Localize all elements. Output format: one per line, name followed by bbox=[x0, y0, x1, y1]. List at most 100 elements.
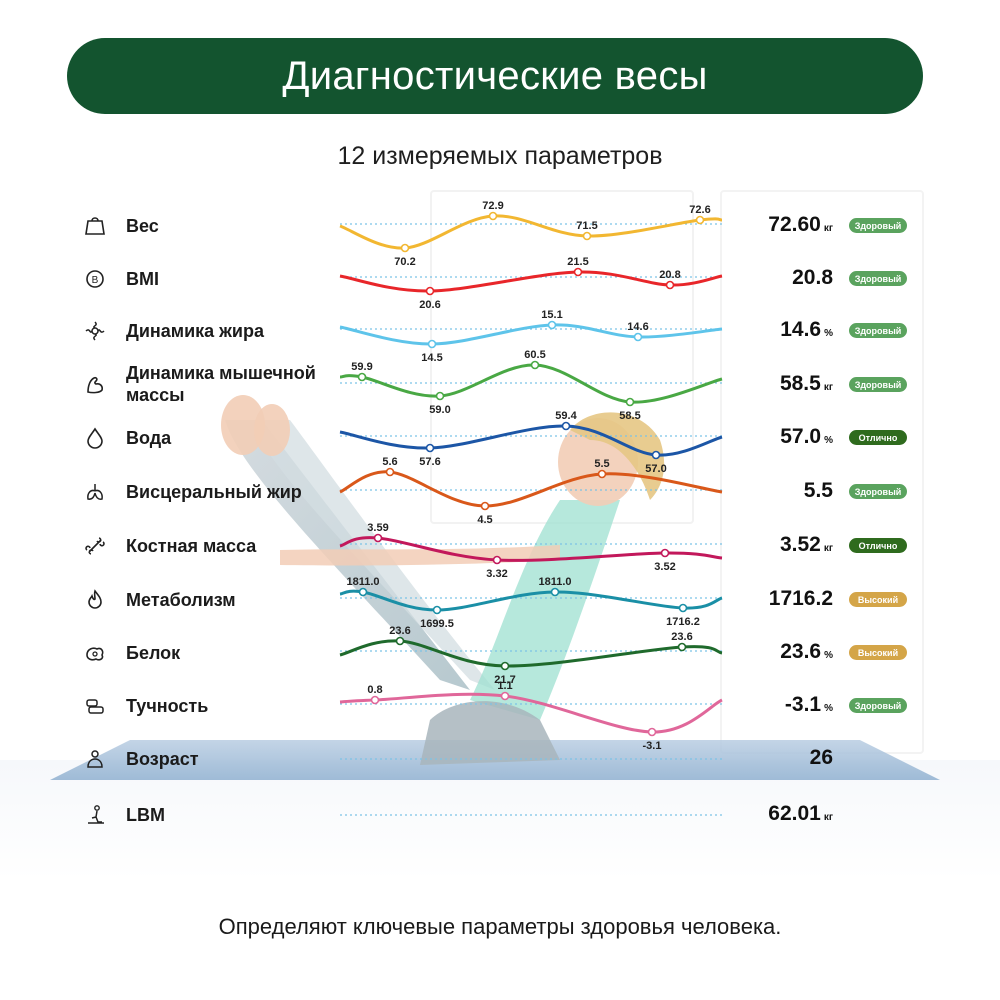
metabolism-icon bbox=[84, 589, 106, 611]
metric-row: Костная масса 3.52 кг Отлично bbox=[0, 521, 1000, 571]
curve-point-label: 59.4 bbox=[555, 410, 577, 422]
curve-point-label: 14.5 bbox=[421, 352, 442, 364]
obesity-icon bbox=[84, 695, 106, 717]
curve-point bbox=[561, 421, 571, 431]
metric-unit: кг bbox=[823, 382, 833, 393]
curve-point-label: 58.5 bbox=[619, 410, 640, 422]
metric-value: 5.5 bbox=[730, 479, 833, 503]
curve-point bbox=[400, 243, 410, 253]
metric-label: Белок bbox=[126, 643, 181, 663]
metric-row: Вода 57.0% Отлично bbox=[0, 413, 1000, 463]
status-badge: Отлично bbox=[849, 538, 907, 553]
curve-point-label: 21.7 bbox=[494, 674, 515, 686]
metric-value-number: 62.01 bbox=[768, 802, 821, 825]
curve-point bbox=[500, 661, 510, 671]
status-badge: Здоровый bbox=[849, 698, 907, 713]
metric-label: Костная масса bbox=[126, 536, 257, 556]
curve-point bbox=[550, 587, 560, 597]
curve-point-label: 59.9 bbox=[351, 361, 372, 373]
curve-point-label: 1.1 bbox=[497, 680, 512, 692]
metric-curve bbox=[339, 470, 723, 508]
metric-unit: % bbox=[824, 328, 833, 339]
metric-label: Метаболизм bbox=[126, 590, 236, 610]
weight-icon bbox=[84, 215, 106, 237]
curve-point bbox=[358, 587, 368, 597]
protein-icon bbox=[84, 642, 106, 664]
curve-point-label: 0.8 bbox=[367, 684, 382, 696]
curve-point bbox=[435, 391, 445, 401]
curve-point-label: 1716.2 bbox=[666, 616, 700, 628]
curve-point-label: 5.5 bbox=[594, 458, 609, 470]
curve-point bbox=[633, 332, 643, 342]
curve-point bbox=[500, 691, 510, 701]
muscle-icon bbox=[84, 374, 106, 396]
metric-value-number: 1716.2 bbox=[768, 587, 833, 610]
metric-row: Возраст 26 bbox=[0, 734, 1000, 784]
metric-label: Динамика мышечной массы bbox=[126, 363, 316, 405]
metric-value: 1716.2 bbox=[730, 587, 833, 611]
background-floor bbox=[0, 760, 1000, 880]
curve-point-label: 1811.0 bbox=[538, 576, 571, 588]
curve-point-label: 70.2 bbox=[394, 256, 415, 268]
curve-point bbox=[425, 286, 435, 296]
curve-point-label: 5.6 bbox=[382, 456, 397, 468]
metric-row: Динамика мышечной массы 58.5 кг Здоровый bbox=[0, 360, 1000, 410]
curve-point bbox=[357, 372, 367, 382]
curve-point-label: 57.6 bbox=[419, 456, 440, 468]
curve-point bbox=[395, 636, 405, 646]
curve-point bbox=[695, 215, 705, 225]
metric-curve bbox=[339, 692, 723, 734]
metric-unit: % bbox=[824, 703, 833, 714]
curve-point-label: 23.6 bbox=[671, 631, 692, 643]
curve-point-label: 57.0 bbox=[645, 463, 666, 475]
status-badge: Здоровый bbox=[849, 323, 907, 338]
metric-value: 20.8 bbox=[730, 266, 833, 290]
metric-value: 3.52 кг bbox=[730, 533, 833, 557]
metric-row: Вес 72.60 кг Здоровый bbox=[0, 201, 1000, 251]
curve-point-label: 15.1 bbox=[541, 309, 562, 321]
metric-row: Белок 23.6% Высокий bbox=[0, 628, 1000, 678]
status-badge: Здоровый bbox=[849, 271, 907, 286]
curve-point bbox=[432, 605, 442, 615]
curve-point-label: 23.6 bbox=[389, 625, 410, 637]
metric-unit: % bbox=[824, 435, 833, 446]
curve-point-label: 20.8 bbox=[659, 269, 680, 281]
metric-row: Тучность -3.1% Здоровый bbox=[0, 681, 1000, 731]
metric-row: B BMI 20.8 Здоровый bbox=[0, 254, 1000, 304]
metric-row: Висцеральный жир 5.5 Здоровый bbox=[0, 467, 1000, 517]
metric-unit: кг bbox=[823, 812, 833, 823]
water-icon bbox=[84, 427, 106, 449]
age-icon bbox=[84, 748, 106, 770]
curve-point-label: 72.6 bbox=[689, 204, 710, 216]
metric-value-number: 72.60 bbox=[768, 213, 821, 236]
curve-point-label: 1811.0 bbox=[346, 576, 379, 588]
curve-point bbox=[647, 727, 657, 737]
metric-value-number: 20.8 bbox=[792, 266, 833, 289]
curve-point bbox=[373, 533, 383, 543]
curve-point bbox=[582, 231, 592, 241]
status-badge: Высокий bbox=[849, 592, 907, 607]
curve-point bbox=[547, 320, 557, 330]
status-badge: Здоровый bbox=[849, 377, 907, 392]
curve-point bbox=[677, 642, 687, 652]
metric-value: 62.01 кг bbox=[730, 802, 833, 826]
curve-point bbox=[492, 555, 502, 565]
curve-point-label: 3.32 bbox=[486, 568, 507, 580]
lbm-icon bbox=[84, 804, 106, 826]
metric-value: 23.6% bbox=[730, 640, 833, 664]
metric-value: 58.5 кг bbox=[730, 372, 833, 396]
page-title: Диагностические весы bbox=[282, 53, 708, 98]
metric-value-number: 23.6 bbox=[780, 640, 822, 663]
metric-value: 14.6% bbox=[730, 318, 833, 342]
title-banner: Диагностические весы bbox=[67, 38, 923, 114]
metric-value: 26 bbox=[730, 746, 833, 770]
curve-point-label: 60.5 bbox=[524, 349, 545, 361]
curve-point bbox=[665, 280, 675, 290]
curve-point bbox=[597, 469, 607, 479]
status-badge: Здоровый bbox=[849, 218, 907, 233]
curve-point bbox=[678, 603, 688, 613]
metric-label: BMI bbox=[126, 269, 159, 289]
curve-point-label: 4.5 bbox=[477, 514, 492, 526]
metric-value: 57.0% bbox=[730, 425, 833, 449]
